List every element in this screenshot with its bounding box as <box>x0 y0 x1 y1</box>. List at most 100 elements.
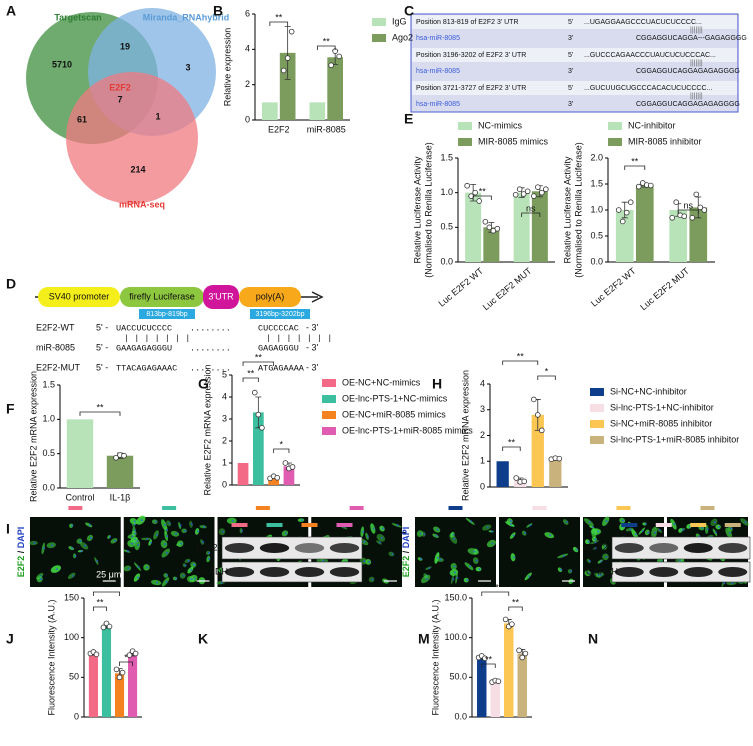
y-tick-label: 50 <box>69 672 79 682</box>
nucleus <box>466 579 469 582</box>
nucleus <box>154 520 157 523</box>
color-key <box>255 506 270 510</box>
bar <box>504 623 514 717</box>
stain-label: E2F2 / DAPI <box>16 527 26 578</box>
data-point <box>519 654 526 661</box>
data-point <box>543 186 549 193</box>
x-tick-label: Luc E2F2 WT <box>436 265 485 308</box>
stain-label-part: / <box>401 548 411 556</box>
nucleus <box>136 540 139 542</box>
venn-count: 214 <box>130 164 145 174</box>
mirna-name: hsa-miR-8085 <box>416 35 460 42</box>
nucleus <box>453 565 456 568</box>
venn-count: 7 <box>117 94 122 104</box>
nucleus <box>714 531 717 534</box>
venn-set-label: Miranda_RNAhybrid <box>143 12 230 22</box>
nucleus <box>231 519 234 522</box>
y-tick-label: 6 <box>245 8 250 18</box>
svg-text:| | | | | | |: | | | | | | | <box>266 333 332 343</box>
bar <box>101 625 112 717</box>
nucleus <box>134 532 137 535</box>
nucleus <box>363 540 366 543</box>
nucleus <box>208 557 211 560</box>
y-tick-label: 150.0 <box>444 592 467 602</box>
cell <box>72 553 77 559</box>
nucleus <box>192 563 195 566</box>
nucleus <box>108 535 111 538</box>
data-point <box>482 655 488 662</box>
nucleus <box>175 577 178 580</box>
nucleus <box>453 571 456 574</box>
bar <box>483 227 500 262</box>
significance-bracket <box>481 663 496 668</box>
data-point <box>119 669 126 676</box>
significance-bracket <box>537 375 556 380</box>
data-point <box>255 411 262 418</box>
y-tick-label: 0 <box>74 711 79 721</box>
data-point <box>336 53 342 60</box>
cell <box>131 521 136 528</box>
legend-label: NC-mimics <box>478 120 522 130</box>
significance-label: ns <box>526 203 536 213</box>
nucleus <box>378 541 381 544</box>
bar <box>669 210 688 262</box>
y-axis-label: Relative Luciferase Activity <box>562 156 572 264</box>
significance-bracket <box>502 446 521 451</box>
data-point <box>116 674 123 681</box>
data-point <box>284 55 291 61</box>
nucleus <box>435 534 438 537</box>
nucleus <box>190 523 193 526</box>
mirna-end: 3' <box>568 35 573 42</box>
significance-label: ** <box>275 12 283 22</box>
significance-label: ** <box>492 582 500 592</box>
nucleus <box>179 524 182 527</box>
stain-label-part: DAPI <box>401 527 411 549</box>
band <box>294 543 325 553</box>
nucleus <box>155 533 158 536</box>
nucleus <box>79 540 82 543</box>
cell <box>189 520 193 528</box>
data-point <box>615 207 622 213</box>
nucleus <box>127 567 130 570</box>
nucleus <box>322 559 325 562</box>
cell <box>420 531 426 537</box>
cell <box>164 531 169 542</box>
legend-label: OE-NC+NC-mimics <box>342 377 421 387</box>
nucleus <box>190 578 193 581</box>
venn-count: 19 <box>120 41 130 51</box>
color-key <box>68 506 83 510</box>
nucleus <box>597 530 600 533</box>
sequence-three: - 3' <box>306 322 319 332</box>
nucleus <box>658 529 661 532</box>
cell <box>187 566 194 574</box>
cell <box>184 558 191 564</box>
y-tick-label: 0.5 <box>590 230 603 240</box>
data-point <box>669 215 676 221</box>
nucleus <box>436 556 439 559</box>
nucleus <box>559 568 562 571</box>
legend-label: Si-lnc-PTS-1+miR-8085 inhibitor <box>610 434 739 444</box>
nucleus <box>428 567 431 570</box>
data-point <box>538 427 545 434</box>
panel-label: L <box>398 521 407 537</box>
nucleus <box>425 577 428 580</box>
sequence-seq2: CUCCCCAC <box>258 323 299 333</box>
cell <box>151 519 158 525</box>
data-point <box>524 188 531 195</box>
mirna-end: 3' <box>568 68 573 75</box>
significance-label: ** <box>103 582 111 592</box>
blot-frame <box>611 536 751 560</box>
cell <box>141 537 152 541</box>
bar <box>128 653 138 717</box>
nucleus <box>701 526 704 529</box>
nucleus <box>146 537 149 540</box>
nucleus <box>528 575 531 578</box>
nucleus <box>137 543 140 546</box>
nucleus <box>423 533 426 536</box>
legend-label: NC-inhibitor <box>628 120 676 130</box>
nucleus <box>241 529 244 532</box>
binding-site-row <box>412 15 737 29</box>
nucleus <box>594 541 597 544</box>
panel-label: F <box>6 401 15 417</box>
mirna-name: hsa-miR-8085 <box>416 101 460 108</box>
